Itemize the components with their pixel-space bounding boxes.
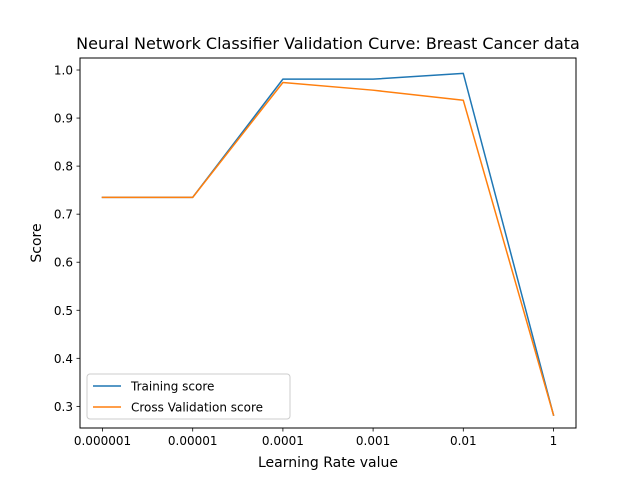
- x-axis-label: Learning Rate value: [258, 455, 398, 471]
- chart-title: Neural Network Classifier Validation Cur…: [76, 34, 580, 53]
- legend-label-0: Training score: [130, 380, 214, 394]
- x-tick-label: 0.00001: [168, 434, 218, 448]
- series-line-1: [101, 81, 555, 416]
- y-axis-ticks: 0.3 0.4 0.5 0.6 0.7 0.8 0.9 1.0: [54, 64, 80, 414]
- plot-area-frame: [79, 57, 577, 429]
- legend-label-1: Cross Validation score: [131, 401, 263, 415]
- y-tick-label: 0.6: [54, 256, 73, 270]
- x-tick-label: 0.0001: [262, 434, 304, 448]
- x-tick-label: 0.01: [450, 434, 477, 448]
- x-tick-label: 1: [550, 434, 558, 448]
- y-tick-label: 0.8: [54, 160, 73, 174]
- y-tick-label: 0.4: [54, 352, 73, 366]
- y-tick-label: 0.3: [54, 400, 73, 414]
- y-tick-label: 0.9: [54, 112, 73, 126]
- legend: Training score Cross Validation score: [86, 373, 291, 420]
- y-axis-label: Score: [29, 223, 45, 262]
- y-tick-label: 1.0: [54, 64, 73, 78]
- x-axis-ticks: 0.000001 0.00001 0.0001 0.001 0.01 1: [74, 428, 557, 448]
- x-tick-label: 0.000001: [74, 434, 131, 448]
- y-tick-label: 0.7: [54, 208, 73, 222]
- y-tick-label: 0.5: [54, 304, 73, 318]
- legend-box: [86, 373, 291, 420]
- plot-lines: [101, 72, 555, 416]
- x-tick-label: 0.001: [356, 434, 390, 448]
